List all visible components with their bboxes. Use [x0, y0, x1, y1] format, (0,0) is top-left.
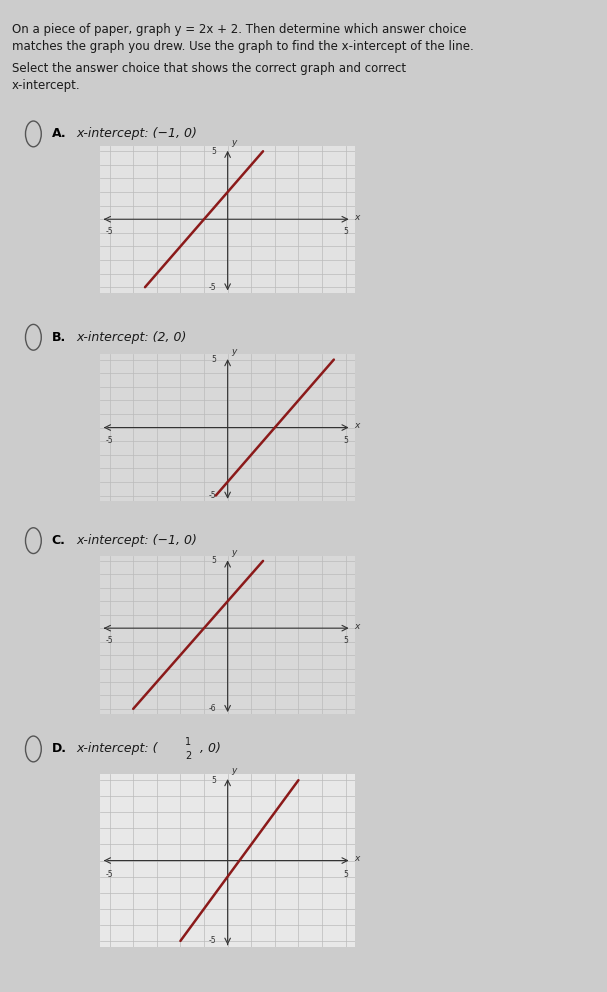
Text: 5: 5 [343, 435, 348, 444]
Text: -5: -5 [106, 870, 114, 879]
Text: 5: 5 [211, 776, 216, 785]
Text: A.: A. [52, 127, 66, 141]
Text: x: x [354, 622, 359, 631]
Text: 5: 5 [343, 636, 348, 645]
Text: y: y [231, 548, 236, 557]
Text: 5: 5 [343, 227, 348, 236]
Text: Select the answer choice that shows the correct graph and correct: Select the answer choice that shows the … [12, 62, 406, 75]
Text: -5: -5 [208, 936, 216, 945]
Text: y: y [231, 767, 236, 776]
Text: -6: -6 [208, 704, 216, 713]
Text: x-intercept: (−1, 0): x-intercept: (−1, 0) [76, 534, 197, 548]
Text: 5: 5 [211, 557, 216, 565]
Text: D.: D. [52, 742, 67, 756]
Text: 1: 1 [185, 737, 191, 747]
Text: y: y [231, 138, 236, 147]
Text: -5: -5 [106, 227, 114, 236]
Text: -5: -5 [106, 435, 114, 444]
Text: x: x [354, 421, 359, 430]
Text: 2: 2 [185, 751, 191, 761]
Text: matches the graph you drew. Use the graph to find the x-intercept of the line.: matches the graph you drew. Use the grap… [12, 40, 474, 53]
Text: , 0): , 0) [200, 742, 221, 756]
Text: 5: 5 [211, 355, 216, 364]
Text: x: x [354, 854, 359, 863]
Text: -5: -5 [106, 636, 114, 645]
Text: 5: 5 [211, 147, 216, 156]
Text: On a piece of paper, graph y = 2x + 2. Then determine which answer choice: On a piece of paper, graph y = 2x + 2. T… [12, 23, 467, 36]
Text: -5: -5 [208, 283, 216, 292]
Text: C.: C. [52, 534, 66, 548]
Text: -5: -5 [208, 491, 216, 500]
Text: x-intercept: (: x-intercept: ( [76, 742, 157, 756]
Text: y: y [231, 346, 236, 355]
Text: B.: B. [52, 330, 66, 344]
Text: x: x [354, 212, 359, 221]
Text: x-intercept.: x-intercept. [12, 79, 81, 92]
Text: x-intercept: (2, 0): x-intercept: (2, 0) [76, 330, 186, 344]
Text: 5: 5 [343, 870, 348, 879]
Text: x-intercept: (−1, 0): x-intercept: (−1, 0) [76, 127, 197, 141]
